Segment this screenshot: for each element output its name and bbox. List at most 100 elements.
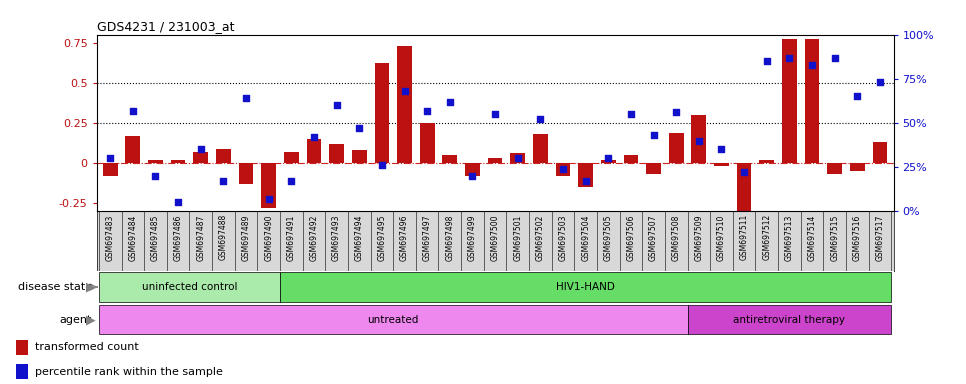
Point <box>578 178 593 184</box>
Point <box>555 166 571 172</box>
Text: GSM697493: GSM697493 <box>332 214 341 261</box>
Point <box>668 109 684 115</box>
Text: ▶: ▶ <box>86 281 96 293</box>
Bar <box>16 340 28 355</box>
Text: GSM697485: GSM697485 <box>151 214 160 261</box>
Bar <box>442 155 457 163</box>
Point <box>170 199 185 205</box>
Bar <box>99 305 688 334</box>
Text: GSM697508: GSM697508 <box>671 214 681 261</box>
Bar <box>171 160 185 163</box>
Bar <box>465 163 480 176</box>
Text: GSM697500: GSM697500 <box>491 214 499 261</box>
Text: GSM697510: GSM697510 <box>717 214 726 261</box>
Text: antiretroviral therapy: antiretroviral therapy <box>733 314 845 325</box>
Text: GSM697487: GSM697487 <box>196 214 205 261</box>
Bar <box>805 40 819 163</box>
Text: GSM697517: GSM697517 <box>875 214 885 261</box>
Text: ▶: ▶ <box>86 313 96 326</box>
Text: GSM697507: GSM697507 <box>649 214 658 261</box>
Text: GSM697498: GSM697498 <box>445 214 454 261</box>
Point <box>736 169 752 175</box>
Point <box>759 58 775 64</box>
Bar <box>284 152 298 163</box>
Text: GSM697509: GSM697509 <box>695 214 703 261</box>
Point <box>239 95 254 101</box>
Text: GSM697501: GSM697501 <box>513 214 523 261</box>
Text: GSM697511: GSM697511 <box>740 214 749 260</box>
Point <box>148 173 163 179</box>
Text: GSM697506: GSM697506 <box>626 214 636 261</box>
Text: untreated: untreated <box>367 314 419 325</box>
Point <box>442 99 458 105</box>
Point <box>465 173 480 179</box>
Text: disease state: disease state <box>17 282 92 292</box>
Bar <box>646 163 661 174</box>
Bar <box>555 163 570 176</box>
Text: GSM697486: GSM697486 <box>174 214 183 261</box>
Point <box>306 134 322 140</box>
Bar <box>420 123 435 163</box>
Bar <box>102 163 118 176</box>
Bar <box>872 142 888 163</box>
Point <box>374 162 389 168</box>
Text: GSM697496: GSM697496 <box>400 214 409 261</box>
Text: GSM697488: GSM697488 <box>219 214 228 260</box>
Text: GSM697491: GSM697491 <box>287 214 296 261</box>
Bar <box>216 149 231 163</box>
Bar <box>688 305 892 334</box>
Text: GSM697495: GSM697495 <box>378 214 386 261</box>
Bar <box>126 136 140 163</box>
Point <box>601 155 616 161</box>
Point <box>328 102 344 108</box>
Point <box>850 93 866 99</box>
Bar <box>306 139 322 163</box>
Text: percentile rank within the sample: percentile rank within the sample <box>35 367 222 377</box>
Point <box>284 178 299 184</box>
Text: GSM697513: GSM697513 <box>785 214 794 261</box>
Text: transformed count: transformed count <box>35 342 138 352</box>
Point <box>714 146 729 152</box>
Text: GSM697515: GSM697515 <box>830 214 839 261</box>
Bar <box>397 46 412 163</box>
Point <box>193 146 209 152</box>
Point <box>102 155 118 161</box>
Bar <box>601 160 615 163</box>
Text: GSM697503: GSM697503 <box>558 214 567 261</box>
Bar <box>99 272 280 302</box>
Point <box>510 155 526 161</box>
Bar <box>737 163 752 211</box>
Text: GSM697489: GSM697489 <box>242 214 250 261</box>
Text: GSM697484: GSM697484 <box>128 214 137 261</box>
Text: GSM697492: GSM697492 <box>309 214 319 261</box>
Text: GSM697502: GSM697502 <box>536 214 545 261</box>
Bar <box>280 272 892 302</box>
Bar <box>579 163 593 187</box>
Point <box>646 132 662 138</box>
Bar <box>488 158 502 163</box>
Point <box>397 88 412 94</box>
Point <box>781 55 797 61</box>
Text: GSM697499: GSM697499 <box>468 214 477 261</box>
Bar <box>624 155 639 163</box>
Text: GSM697490: GSM697490 <box>264 214 273 261</box>
Text: agent: agent <box>59 314 92 325</box>
Bar <box>193 152 208 163</box>
Bar <box>510 153 526 163</box>
Point <box>215 178 231 184</box>
Bar <box>148 160 163 163</box>
Bar <box>714 163 728 166</box>
Point <box>488 111 503 117</box>
Point <box>126 108 141 114</box>
Text: HIV1-HAND: HIV1-HAND <box>556 282 615 292</box>
Bar <box>375 63 389 163</box>
Bar <box>827 163 842 174</box>
Text: GSM697512: GSM697512 <box>762 214 771 260</box>
Text: GSM697514: GSM697514 <box>808 214 816 261</box>
Bar <box>850 163 865 171</box>
Text: GDS4231 / 231003_at: GDS4231 / 231003_at <box>97 20 234 33</box>
Point <box>805 61 820 68</box>
Bar <box>329 144 344 163</box>
Bar <box>692 115 706 163</box>
Text: GSM697497: GSM697497 <box>423 214 432 261</box>
